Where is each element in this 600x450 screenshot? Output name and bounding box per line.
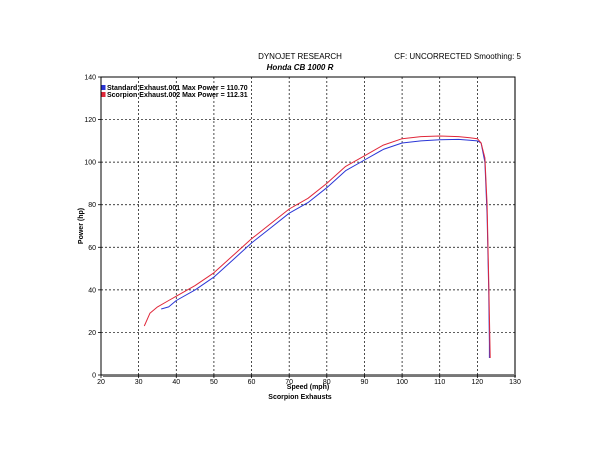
x-tick-label: 40 (172, 379, 180, 386)
y-axis-label: Power (hp) (78, 208, 85, 244)
gridlines (101, 77, 515, 375)
legend-swatch-standard (101, 85, 106, 90)
x-tick-label: 100 (396, 379, 408, 386)
header-settings: CF: UNCORRECTED Smoothing: 5 (394, 52, 521, 61)
header-company: DYNOJET RESEARCH (258, 52, 342, 61)
x-tick-label: 30 (135, 379, 143, 386)
y-tick-label: 100 (84, 160, 96, 167)
legend-label-scorpion: Scorpion Exhaust.002 Max Power = 112.31 (107, 92, 248, 99)
header-bike: Honda CB 1000 R (267, 63, 334, 72)
y-tick-label: 40 (88, 287, 96, 294)
y-tick-label: 20 (88, 330, 96, 337)
x-tick-label: 70 (285, 379, 293, 386)
y-tick-label: 80 (88, 202, 96, 209)
y-tick-label: 0 (92, 373, 96, 380)
x-tick-label: 50 (210, 379, 218, 386)
legend: Standard Exhaust.001 Max Power = 110.70 … (101, 85, 248, 99)
footer-label: Scorpion Exhausts (268, 394, 332, 401)
y-tick-label: 140 (84, 75, 96, 82)
x-tick-label: 130 (509, 379, 521, 386)
x-tick-label: 120 (472, 379, 484, 386)
plot-area (100, 76, 516, 376)
x-tick-label: 80 (323, 379, 331, 386)
x-tick-label: 60 (248, 379, 256, 386)
x-tick-label: 110 (434, 379, 445, 386)
legend-swatch-scorpion (101, 92, 106, 97)
x-tick-label: 90 (361, 379, 369, 386)
series-line-scorpion (143, 135, 491, 359)
series-line-standard (161, 138, 490, 358)
y-tick-label: 120 (84, 117, 96, 124)
legend-label-standard: Standard Exhaust.001 Max Power = 110.70 (107, 85, 248, 92)
y-tick-labels: 0 20 40 60 80 100 120 140 (84, 75, 101, 380)
y-tick-label: 60 (88, 245, 96, 252)
series-lines (143, 135, 491, 359)
x-axis-label: Speed (mph) (287, 384, 329, 391)
x-tick-labels: 20 30 40 50 60 70 80 90 100 110 120 130 (97, 375, 521, 386)
x-tick-label: 20 (97, 379, 105, 386)
